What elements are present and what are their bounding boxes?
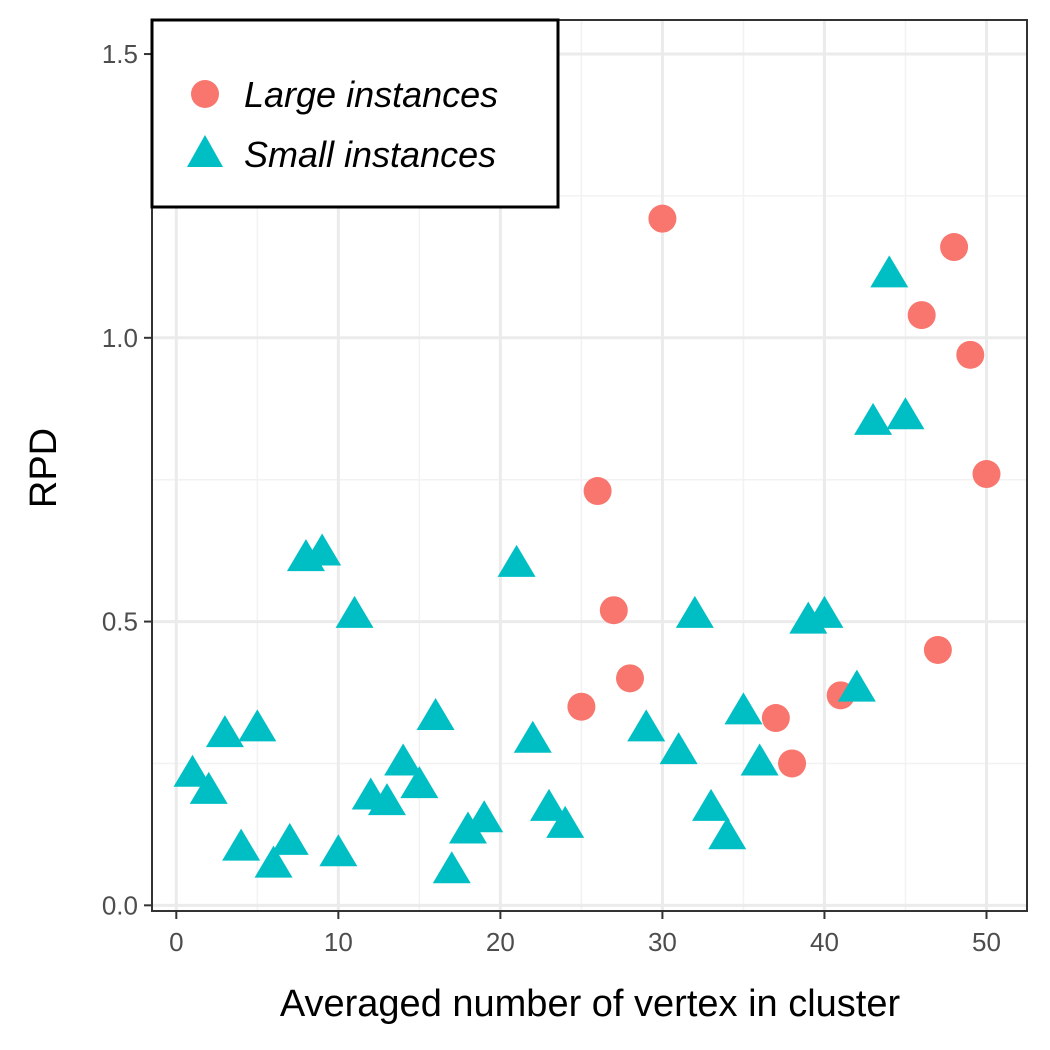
- small-instance-point: [319, 834, 358, 867]
- large-instance-point: [940, 233, 969, 262]
- large-instance-point: [907, 301, 936, 330]
- small-instance-point: [740, 743, 779, 776]
- small-instance-point: [708, 817, 747, 850]
- large-instance-point: [778, 749, 807, 778]
- small-instance-point: [254, 845, 293, 878]
- small-instance-point: [384, 743, 423, 776]
- small-instance-point: [238, 709, 277, 742]
- large-instance-point: [583, 477, 612, 506]
- legend-circle-icon: [191, 80, 219, 108]
- small-instance-point: [432, 851, 471, 884]
- large-instance-point: [567, 692, 596, 721]
- small-instance-point: [465, 800, 504, 833]
- x-tick-label: 50: [972, 927, 1001, 957]
- small-instance-point: [627, 709, 666, 742]
- x-tick-label: 10: [324, 927, 353, 957]
- small-instance-point: [724, 692, 763, 725]
- small-instance-point: [675, 595, 714, 628]
- small-instance-point: [400, 766, 439, 799]
- small-instance-point: [303, 533, 342, 566]
- small-instance-point: [222, 828, 261, 861]
- x-tick-label: 20: [486, 927, 515, 957]
- y-tick-label: 1.5: [102, 39, 138, 69]
- large-instance-point: [616, 664, 645, 693]
- large-instance-point: [956, 340, 985, 369]
- panel-border: [151, 19, 1028, 912]
- data-points: [173, 204, 1001, 884]
- small-instance-point: [854, 402, 893, 435]
- legend-box: [150, 18, 560, 209]
- y-axis-title: RPD: [23, 428, 65, 508]
- small-instance-point: [805, 595, 844, 628]
- legend-triangle-icon: [187, 135, 223, 167]
- legend-label-large: Large instances: [244, 74, 498, 115]
- small-instance-point: [173, 754, 212, 787]
- small-instance-point: [205, 715, 244, 748]
- y-tick-label: 1.0: [102, 323, 138, 353]
- small-instance-point: [270, 822, 309, 855]
- x-tick-label: 40: [810, 927, 839, 957]
- y-tick-label: 0.0: [102, 890, 138, 920]
- legend-label-small: Small instances: [244, 134, 496, 175]
- small-instance-point: [886, 397, 925, 430]
- small-instance-point: [416, 698, 455, 731]
- small-instance-point: [335, 595, 374, 628]
- large-instance-point: [648, 204, 677, 233]
- large-instance-point: [599, 596, 628, 625]
- x-tick-label: 30: [648, 927, 677, 957]
- large-instance-point: [761, 704, 790, 733]
- axis-ticks: 0 10 20 30 40 50 0.0 0.5 1.0 1.5: [102, 39, 1001, 957]
- y-tick-label: 0.5: [102, 607, 138, 637]
- small-instance-point: [659, 732, 698, 765]
- small-instance-point: [367, 783, 406, 816]
- small-instance-point: [529, 788, 568, 821]
- small-instance-point: [189, 771, 228, 804]
- x-tick-label: 0: [169, 927, 183, 957]
- legend: Large instances Small instances: [150, 18, 560, 209]
- small-instance-point: [513, 720, 552, 753]
- small-instance-point: [546, 805, 585, 838]
- large-instance-point: [923, 635, 952, 664]
- x-axis-title: Averaged number of vertex in cluster: [280, 983, 901, 1025]
- small-instance-point: [497, 544, 536, 577]
- small-instance-point: [837, 669, 876, 702]
- large-instance-point: [972, 460, 1001, 489]
- small-instance-point: [692, 788, 731, 821]
- small-instance-point: [870, 255, 909, 288]
